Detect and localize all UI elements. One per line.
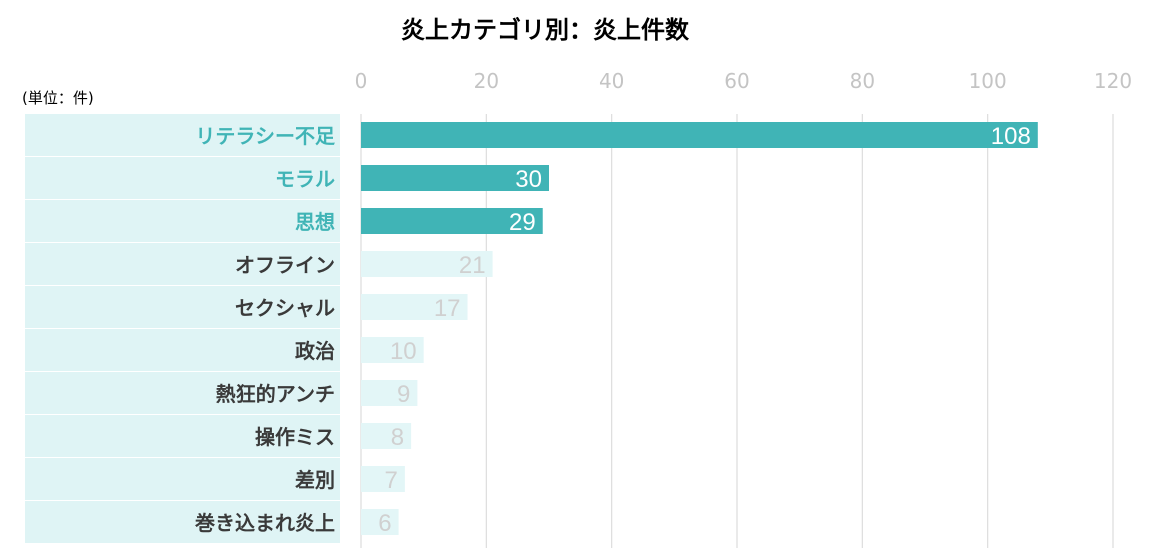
x-axis-ticks: 0 20 40 60 80 100 120 xyxy=(355,69,1132,93)
category-band-row xyxy=(25,200,340,242)
x-tick-label: 80 xyxy=(850,69,875,93)
category-label: 差別 xyxy=(295,468,335,492)
category-label: 政治 xyxy=(295,339,335,363)
category-band-row xyxy=(25,286,340,328)
category-label: モラル xyxy=(275,167,335,191)
chart-title: 炎上カテゴリ別：炎上件数 xyxy=(401,16,690,44)
x-tick-label: 0 xyxy=(355,69,368,93)
bar xyxy=(361,251,493,277)
x-tick-label: 60 xyxy=(724,69,749,93)
data-label: 30 xyxy=(515,166,542,193)
category-band-row xyxy=(25,114,340,156)
data-label: 29 xyxy=(509,209,536,236)
x-tick-label: 40 xyxy=(599,69,624,93)
data-label: 7 xyxy=(385,467,398,494)
category-band-row xyxy=(25,372,340,414)
data-label: 8 xyxy=(391,424,404,451)
data-label: 17 xyxy=(434,295,461,322)
bar xyxy=(361,208,543,234)
category-labels: リテラシー不足モラル思想オフラインセクシャル政治熱狂的アンチ操作ミス差別巻き込ま… xyxy=(194,124,336,535)
data-label: 9 xyxy=(397,381,410,408)
category-label: 操作ミス xyxy=(255,425,335,449)
data-label: 21 xyxy=(459,252,486,279)
data-label: 108 xyxy=(991,123,1031,150)
category-band-row xyxy=(25,329,340,371)
category-label: 巻き込まれ炎上 xyxy=(194,511,335,535)
category-label: オフライン xyxy=(235,253,335,277)
x-tick-label: 120 xyxy=(1094,69,1132,93)
category-label: セクシャル xyxy=(235,296,335,320)
data-label: 10 xyxy=(390,338,417,365)
category-label: リテラシー不足 xyxy=(195,124,336,148)
bar xyxy=(361,423,412,449)
x-tick-label: 20 xyxy=(474,69,499,93)
bars xyxy=(361,122,1038,535)
unit-label: (単位：件) xyxy=(22,89,94,107)
value-labels: 108 30 29 21 17 10 9 8 7 6 xyxy=(378,123,1031,537)
category-label: 熱狂的アンチ xyxy=(216,382,335,406)
x-tick-label: 100 xyxy=(969,69,1007,93)
category-label: 思想 xyxy=(295,210,335,234)
bar xyxy=(361,122,1038,148)
bar xyxy=(361,466,405,492)
data-label: 6 xyxy=(378,510,391,537)
bar xyxy=(361,509,399,535)
category-band-row xyxy=(25,243,340,285)
bar xyxy=(361,380,418,406)
bar xyxy=(361,165,549,191)
category-band-row xyxy=(25,157,340,199)
bar xyxy=(361,294,468,320)
category-band-row xyxy=(25,501,340,543)
category-band-row xyxy=(25,458,340,500)
bar xyxy=(361,337,424,363)
category-label-band xyxy=(25,114,340,543)
category-band-row xyxy=(25,415,340,457)
